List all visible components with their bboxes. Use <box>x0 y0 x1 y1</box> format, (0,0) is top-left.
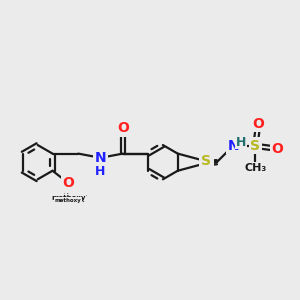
Text: O: O <box>252 117 264 130</box>
Text: O: O <box>117 122 129 135</box>
Text: S: S <box>201 154 212 168</box>
Text: H: H <box>236 136 246 149</box>
Text: H: H <box>95 165 105 178</box>
Text: methoxy: methoxy <box>51 195 86 201</box>
Text: N: N <box>227 139 239 153</box>
Text: O: O <box>272 142 284 156</box>
Text: N: N <box>201 156 212 170</box>
Text: S: S <box>250 139 260 153</box>
Text: O: O <box>62 176 74 190</box>
Text: methoxy: methoxy <box>55 198 82 203</box>
Text: N: N <box>95 151 106 165</box>
Text: CH₃: CH₃ <box>244 163 266 173</box>
Text: methoxy: methoxy <box>53 197 83 203</box>
Text: methoxy: methoxy <box>50 193 87 202</box>
Text: O: O <box>62 176 74 190</box>
